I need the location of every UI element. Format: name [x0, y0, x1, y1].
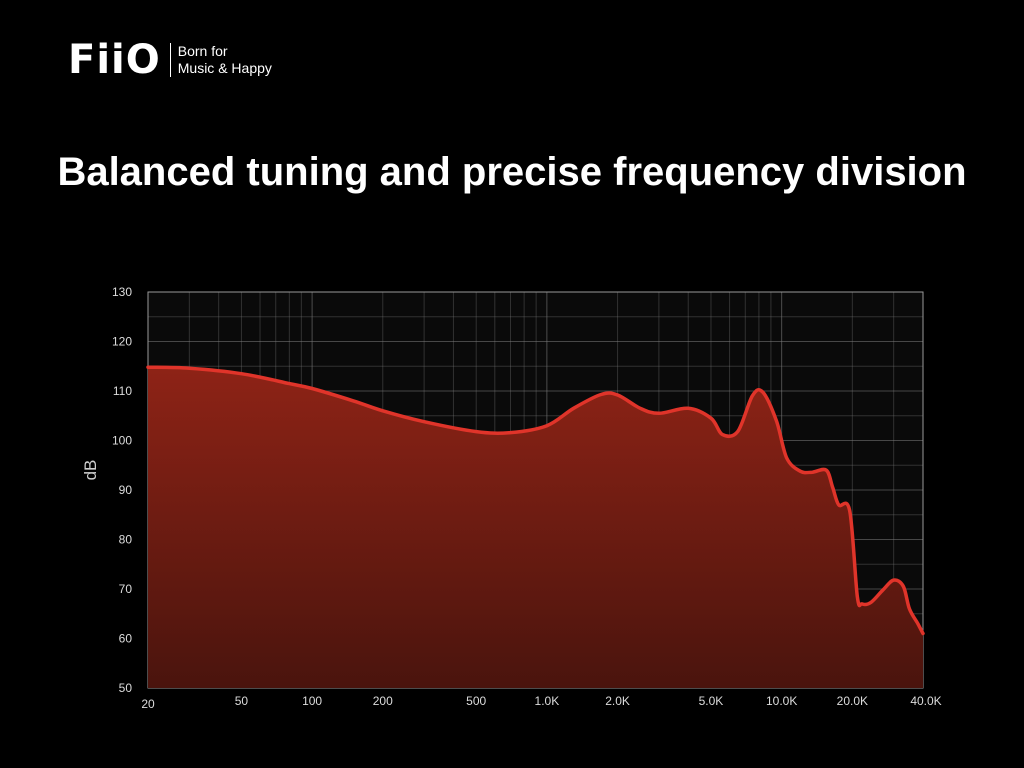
page-title: Balanced tuning and precise frequency di…	[57, 150, 967, 194]
x-tick-label: 20	[141, 697, 155, 711]
y-tick-label: 110	[113, 384, 132, 398]
y-tick-label: 70	[119, 582, 133, 596]
response-curve	[146, 365, 925, 636]
y-tick-label: 60	[119, 632, 133, 646]
response-area	[148, 367, 923, 688]
y-tick-label: 80	[119, 533, 133, 547]
x-tick-label: 200	[373, 694, 393, 708]
y-tick-label: 90	[119, 483, 133, 497]
y-axis-ticks: 130 120 110 100 90 80 70 60 50	[112, 285, 132, 695]
x-axis-ticks: 20 50 100 200 500 1.0K 2.0K 5.0K 10.0K 20.0K 40.0K	[141, 694, 941, 711]
y-tick-label: 120	[112, 335, 132, 349]
x-tick-label: 100	[302, 694, 322, 708]
brand-tagline: Born for Music & Happy	[178, 43, 272, 77]
x-tick-label: 50	[235, 694, 249, 708]
y-axis-label: dB	[81, 460, 100, 481]
y-tick-label: 50	[119, 681, 133, 695]
x-tick-label: 500	[466, 694, 486, 708]
y-tick-label: 130	[112, 285, 132, 299]
x-tick-label: 10.0K	[766, 694, 797, 708]
brand-lockup: FiiO Born for Music & Happy	[68, 40, 272, 80]
x-tick-label: 2.0K	[605, 694, 630, 708]
x-tick-label: 20.0K	[837, 694, 868, 708]
brand-tagline-line1: Born for	[177, 43, 228, 59]
brand-divider	[169, 43, 171, 77]
x-tick-label: 40.0K	[910, 694, 941, 708]
brand-tagline-line2: Music & Happy	[177, 60, 272, 76]
fiio-logo: FiiO	[68, 37, 161, 83]
y-tick-label: 100	[112, 434, 132, 448]
x-tick-label: 1.0K	[535, 694, 560, 708]
x-tick-label: 5.0K	[699, 694, 724, 708]
